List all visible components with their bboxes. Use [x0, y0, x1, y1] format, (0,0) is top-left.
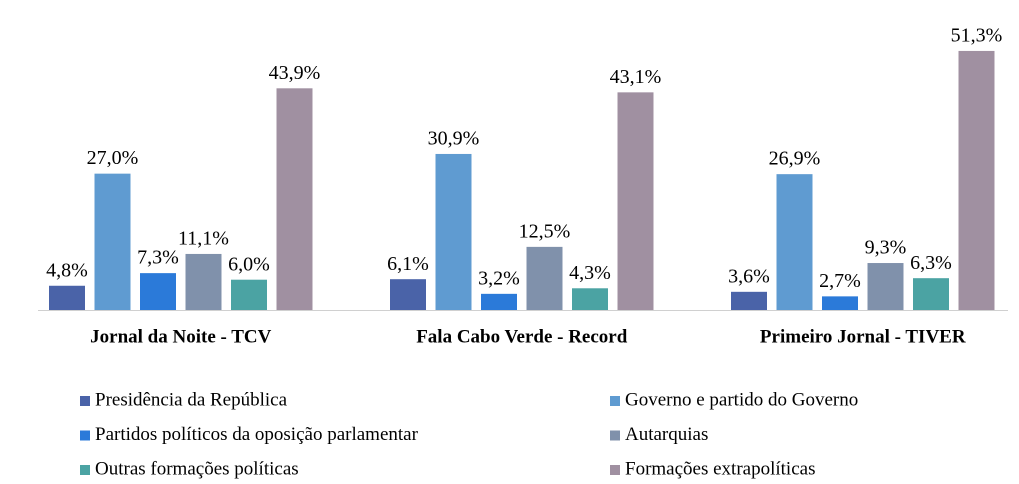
x-tick-label: Primeiro Jornal - TIVER: [760, 326, 966, 347]
value-label: 3,6%: [728, 265, 770, 287]
value-label: 43,9%: [269, 62, 321, 84]
legend-label: Outras formações políticas: [95, 458, 299, 479]
bar: [958, 50, 995, 311]
legend-label: Partidos políticos da oposição parlament…: [95, 424, 419, 445]
legend-label: Autarquias: [625, 424, 708, 445]
legend-swatch: [610, 465, 620, 475]
bar: [913, 278, 949, 310]
value-label: 6,1%: [387, 253, 429, 275]
value-label: 2,7%: [819, 270, 861, 292]
bar: [731, 291, 767, 310]
bar: [231, 279, 267, 310]
value-label: 4,3%: [569, 262, 611, 284]
value-label: 4,8%: [46, 259, 88, 281]
bar: [867, 263, 904, 310]
value-label: 7,3%: [137, 247, 179, 269]
bar: [572, 288, 608, 310]
value-label: 51,3%: [951, 25, 1003, 47]
bar: [481, 293, 517, 310]
bar: [185, 253, 222, 310]
value-label: 43,1%: [610, 66, 662, 88]
bar: [776, 174, 813, 310]
legend-swatch: [610, 430, 620, 441]
bar: [390, 279, 426, 310]
value-label: 30,9%: [428, 128, 480, 150]
bar: [94, 173, 131, 310]
bar: [140, 273, 176, 310]
legend-swatch: [80, 465, 90, 475]
bar: [617, 92, 654, 310]
legend-swatch: [80, 396, 90, 406]
legend-label: Presidência da República: [95, 389, 288, 410]
bar: [276, 88, 313, 311]
value-label: 9,3%: [865, 237, 907, 259]
legend-label: Governo e partido do Governo: [625, 389, 858, 410]
value-label: 3,2%: [478, 267, 520, 289]
value-label: 6,3%: [910, 252, 952, 274]
legend-swatch: [80, 430, 90, 441]
value-label: 26,9%: [769, 148, 821, 170]
legend-label: Formações extrapolíticas: [625, 458, 815, 479]
legend-swatch: [610, 396, 620, 406]
value-label: 11,1%: [178, 228, 229, 250]
value-label: 6,0%: [228, 253, 270, 275]
bar: [526, 246, 563, 310]
value-label: 27,0%: [87, 147, 139, 169]
bar: [435, 153, 472, 310]
value-label: 12,5%: [519, 220, 571, 242]
bar: [49, 285, 85, 310]
x-tick-label: Jornal da Noite - TCV: [90, 326, 271, 347]
bar: [822, 296, 858, 310]
x-tick-label: Fala Cabo Verde - Record: [416, 326, 628, 347]
